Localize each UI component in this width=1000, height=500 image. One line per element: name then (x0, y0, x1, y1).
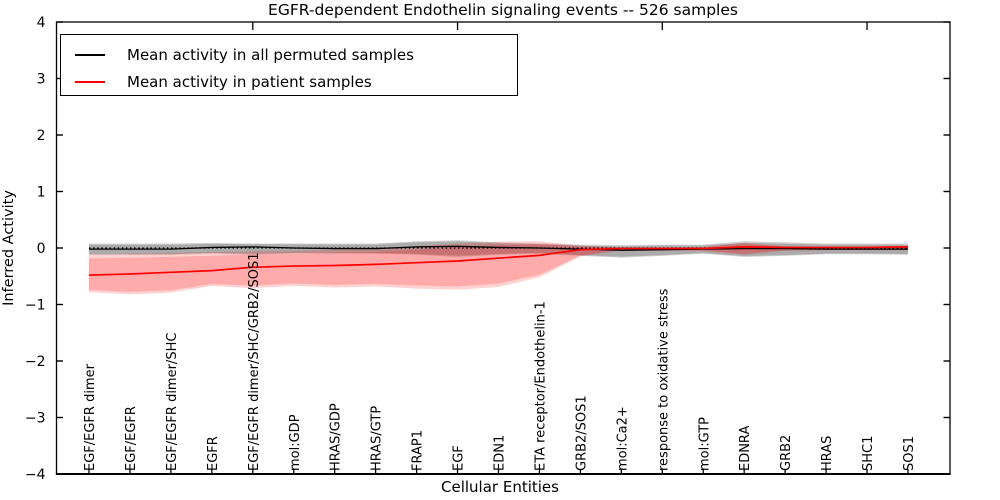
x-axis-label: Cellular Entities (441, 478, 559, 496)
x-tick-label: EDNRA (738, 426, 753, 471)
x-tick-label: response to oxidative stress (656, 288, 671, 471)
x-tick-label: HRAS (820, 436, 835, 471)
legend: Mean activity in all permuted samples Me… (60, 34, 518, 96)
x-tick-label: EGF/EGFR dimer/SHC (165, 333, 180, 471)
y-tick-label: 4 (37, 15, 46, 31)
x-tick-label: mol:Ca2+ (615, 406, 630, 471)
y-tick-label: −4 (25, 467, 46, 483)
y-tick-label: −3 (25, 411, 46, 427)
permuted-band-outer (89, 240, 908, 258)
x-tick-label: HRAS/GDP (329, 403, 344, 471)
y-tick-label: 0 (37, 241, 46, 257)
x-tick-label: EGF/EGFR dimer (83, 363, 98, 471)
permuted-mean-line (89, 245, 908, 251)
legend-line-permuted-swatch (75, 53, 105, 56)
legend-line-patient-swatch (75, 80, 105, 83)
x-tick-label: mol:GTP (697, 417, 712, 471)
x-tick-label: GRB2 (779, 435, 794, 471)
x-tick-label: SHC1 (861, 436, 876, 471)
x-tick-label: HRAS/GTP (370, 406, 385, 471)
patient-band-outer (89, 241, 908, 295)
legend-label-permuted: Mean activity in all permuted samples (127, 45, 414, 64)
x-tick-label: ETA receptor/Endothelin-1 (533, 301, 548, 471)
x-tick-label: EGF/EGFR (124, 406, 139, 471)
y-tick-label: 1 (37, 185, 46, 201)
x-tick-label: EGF/EGFR dimer/SHC/GRB2/SOS1 (247, 253, 262, 472)
x-tick-label: SOS1 (902, 436, 917, 471)
x-tick-label: EGFR (206, 436, 221, 471)
y-tick-label: 3 (37, 72, 46, 88)
patient-band-inner (89, 243, 908, 292)
y-axis-label: Inferred Activity (1, 190, 17, 306)
legend-item-permuted: Mean activity in all permuted samples (61, 42, 517, 67)
permuted-band-inner (89, 241, 908, 257)
legend-label-patient: Mean activity in patient samples (127, 72, 372, 91)
y-tick-label: 2 (37, 128, 46, 144)
x-tick-label: EGF (452, 445, 467, 471)
x-tick-label: FRAP1 (411, 430, 426, 471)
y-tick-label: −2 (25, 354, 46, 370)
x-tick-label: EDN1 (493, 435, 508, 471)
x-tick-label: GRB2/SOS1 (574, 395, 589, 471)
x-tick-label: mol:GDP (288, 414, 303, 471)
chart-title: EGFR-dependent Endothelin signaling even… (268, 1, 738, 19)
patient-mean-line (88, 246, 909, 276)
legend-item-patient: Mean activity in patient samples (61, 69, 517, 94)
y-tick-label: −1 (25, 298, 46, 314)
